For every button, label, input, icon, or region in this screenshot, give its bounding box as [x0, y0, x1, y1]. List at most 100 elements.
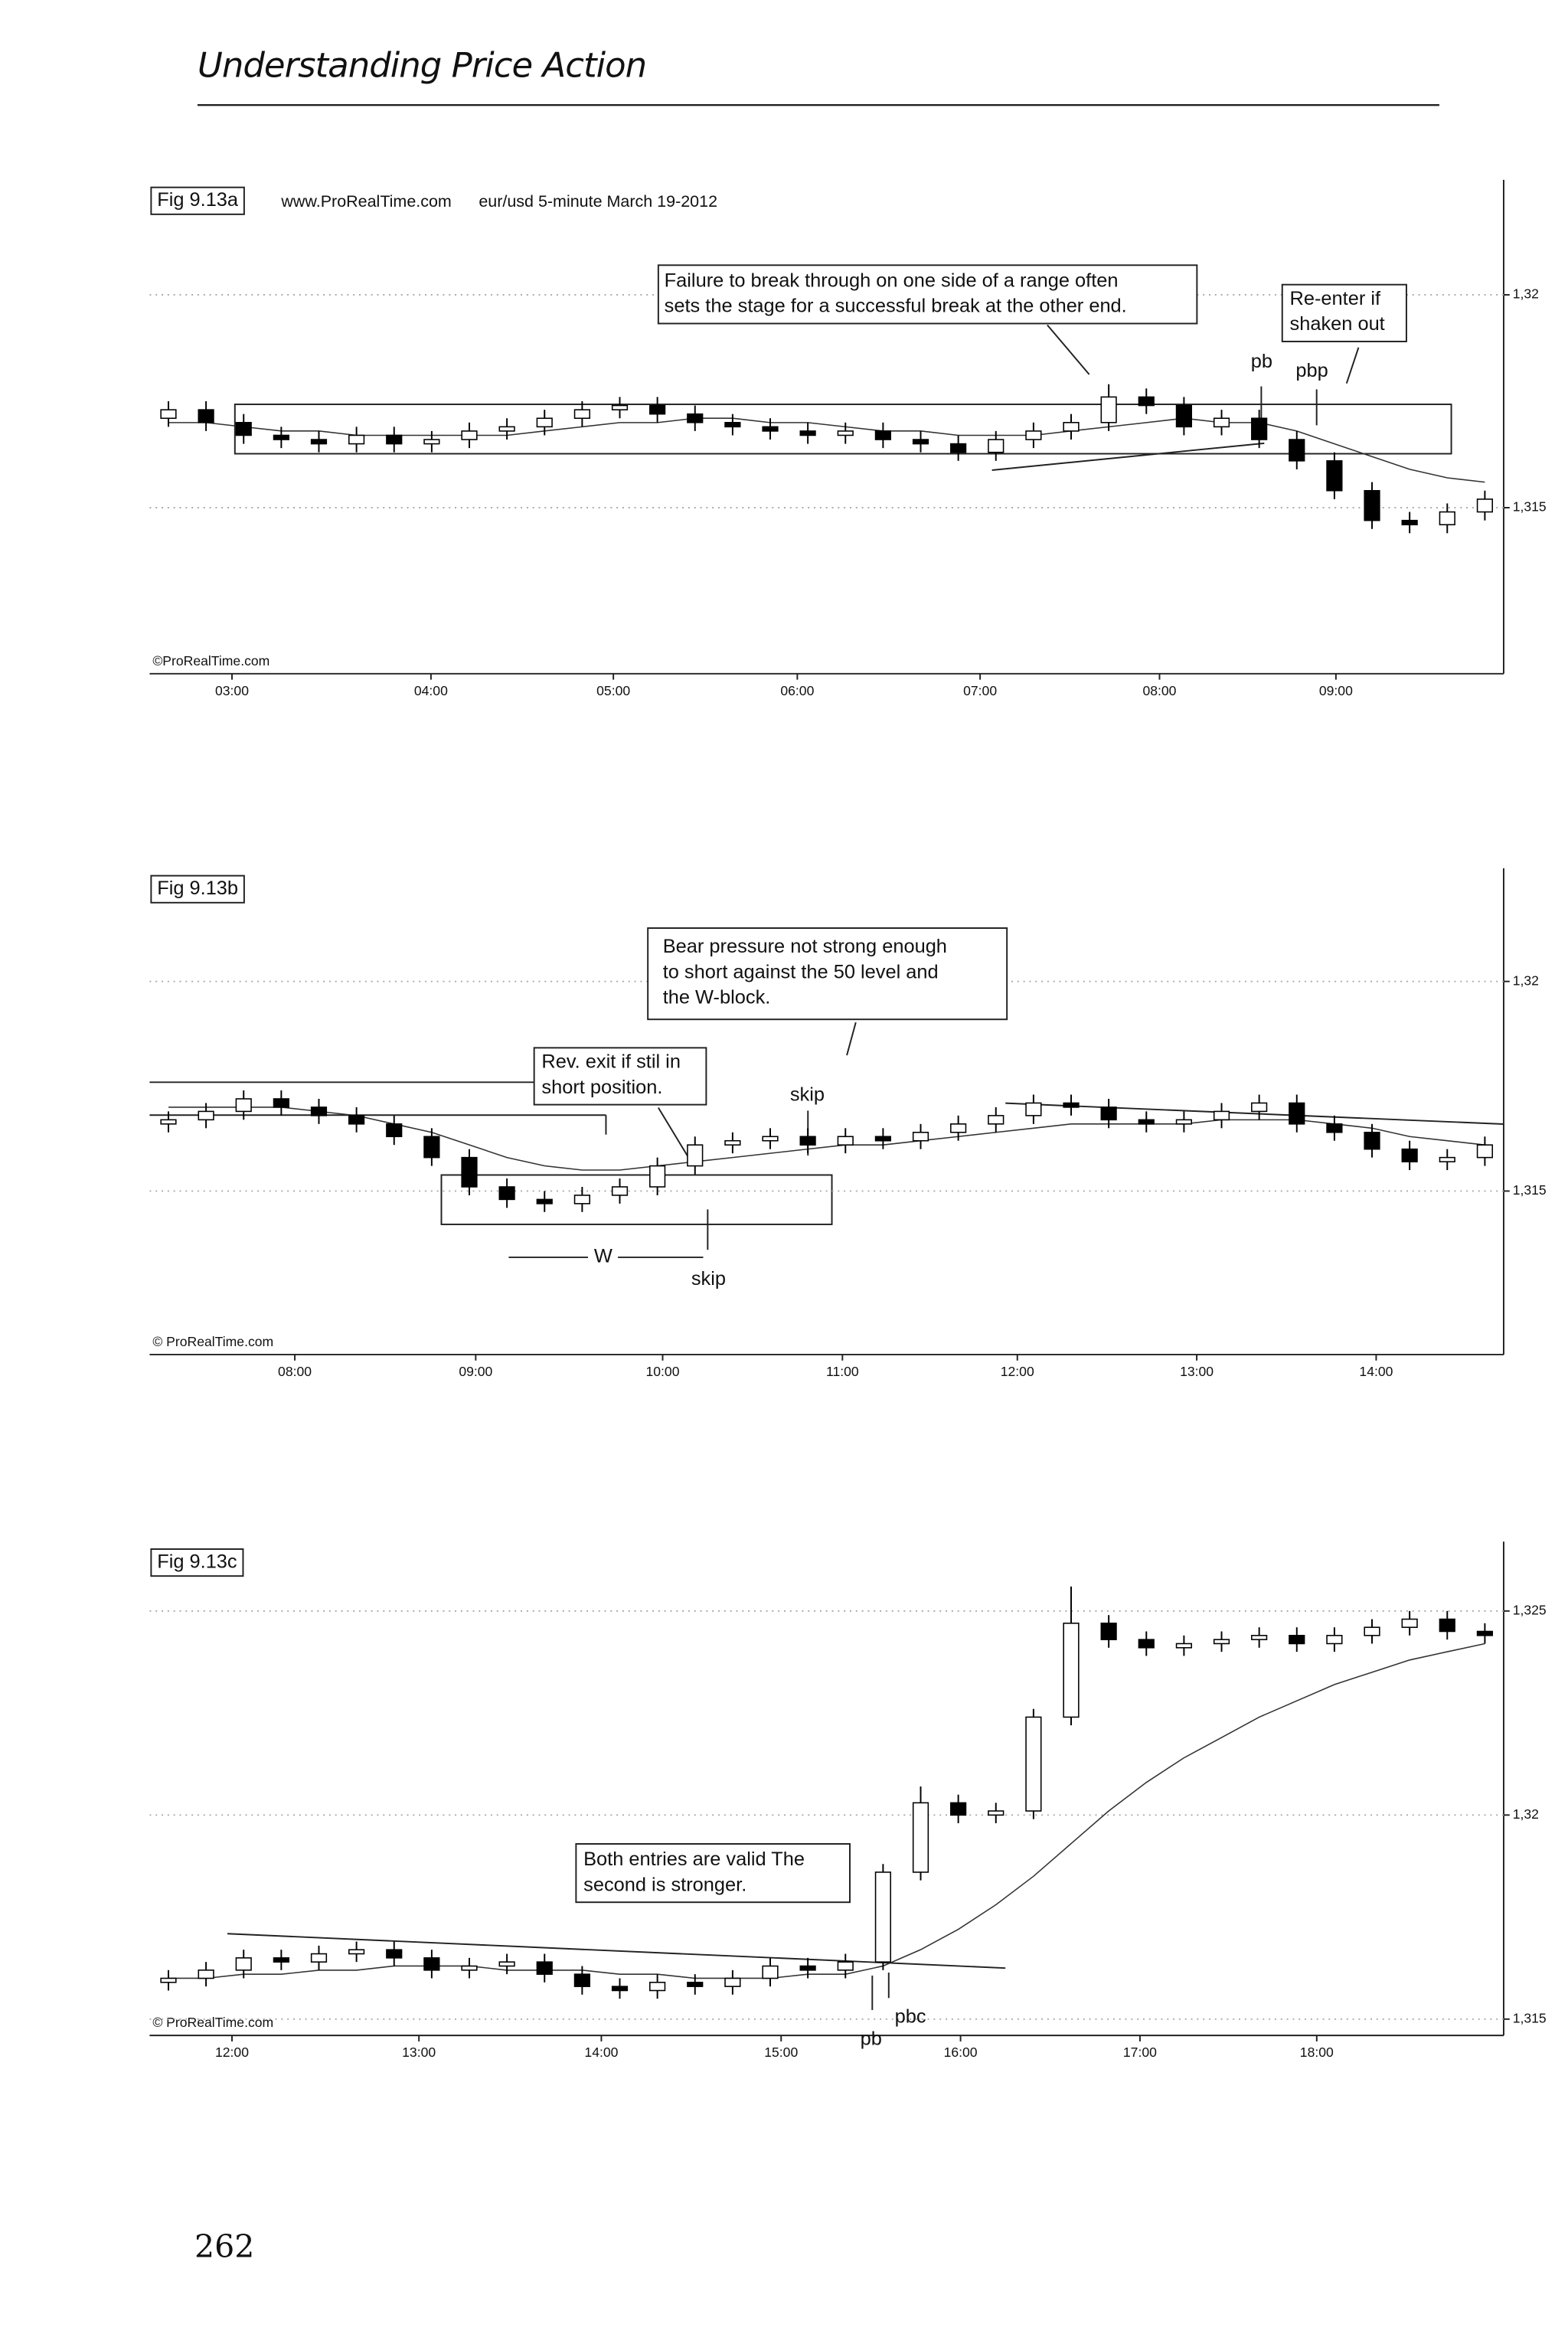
- candle-body: [198, 409, 214, 423]
- x-tick-label: 09:00: [1319, 683, 1353, 698]
- candle-body: [799, 1136, 816, 1146]
- y-tick-label: 1,32: [1513, 972, 1539, 988]
- x-tick-label: 11:00: [826, 1364, 859, 1379]
- candle-body: [1476, 1144, 1494, 1159]
- candle-body: [423, 1957, 440, 1971]
- figure-label-box: [150, 874, 245, 904]
- x-tick-label: 06:00: [780, 683, 814, 698]
- candle-body: [1251, 417, 1268, 440]
- annotation-box: [575, 1843, 851, 1904]
- candle-body: [1326, 1635, 1343, 1645]
- y-tick-label: 1,315: [1513, 2010, 1547, 2025]
- candle-body: [799, 1965, 816, 1971]
- candle-body: [912, 1131, 929, 1142]
- x-tick-label: 14:00: [584, 2045, 618, 2060]
- candle-body: [611, 1186, 629, 1196]
- candle-body: [837, 430, 854, 436]
- watermark: © ProRealTime.com: [152, 1334, 273, 1349]
- candle-body: [762, 1136, 779, 1142]
- candle-body: [1138, 396, 1155, 407]
- candle-body: [1025, 1102, 1042, 1116]
- candle-body: [310, 1106, 328, 1116]
- figure-label-box: [150, 186, 245, 215]
- candle-body: [536, 417, 553, 428]
- x-tick-label: 15:00: [764, 2045, 798, 2060]
- x-tick-label: 08:00: [278, 1364, 312, 1379]
- candle-body: [573, 1973, 590, 1987]
- candle-body: [1063, 422, 1080, 432]
- moving-average: [168, 1643, 1485, 1979]
- candle-body: [198, 1110, 214, 1121]
- y-tick-label: 1,315: [1513, 499, 1547, 515]
- moving-average: [168, 417, 1485, 483]
- watermark: © ProRealTime.com: [152, 2015, 273, 2030]
- annotation-text: Re-enter if: [1290, 288, 1381, 309]
- annotation-text: pbc: [895, 2005, 926, 2027]
- candle-body: [1251, 1102, 1268, 1113]
- candle-body: [1175, 1119, 1193, 1125]
- candle-body: [912, 1802, 929, 1873]
- candle-body: [1100, 396, 1117, 423]
- source: www.ProRealTime.com: [280, 192, 451, 211]
- header-title: Understanding Price Action: [198, 44, 646, 85]
- x-tick-label: 17:00: [1123, 2045, 1157, 2060]
- drawn-lines-a: [234, 324, 1452, 471]
- candle-body: [1251, 1635, 1268, 1640]
- annotation-text: sets the stage for a successful break at…: [665, 296, 1127, 317]
- x-tick-label: 10:00: [646, 1364, 680, 1379]
- candle-body: [950, 1802, 967, 1816]
- candle-body: [1100, 1106, 1117, 1121]
- candle-body: [687, 1982, 704, 1987]
- candle-body: [762, 426, 779, 432]
- candle-body: [386, 1123, 403, 1138]
- candle-body: [498, 426, 515, 432]
- drawn-lines-b: [149, 1022, 1504, 1258]
- candle-body: [386, 1949, 403, 1959]
- candle-body: [611, 1986, 629, 1992]
- candle-body: [1213, 417, 1230, 428]
- candle-body: [1364, 1626, 1380, 1636]
- figure-label: Fig 9.13c: [157, 1551, 237, 1572]
- candle-body: [837, 1136, 854, 1146]
- candle-body: [950, 443, 967, 453]
- candle-body: [724, 1977, 741, 1987]
- y-tick-label: 1,32: [1513, 286, 1539, 302]
- candle-body: [235, 1098, 252, 1113]
- candle-body: [1326, 460, 1343, 492]
- y-tick-label: 1,315: [1513, 1182, 1547, 1198]
- annotation-text: pb: [1251, 351, 1272, 372]
- candle-body: [1476, 1630, 1494, 1636]
- candle-body: [1439, 511, 1455, 526]
- y-tick-label: 1,325: [1513, 1602, 1547, 1617]
- candle-body: [649, 404, 666, 415]
- candle-body: [461, 1965, 478, 1971]
- candle-body: [198, 1969, 214, 1979]
- candle-body: [1401, 1618, 1418, 1628]
- candle-body: [988, 439, 1004, 453]
- candle-body: [1213, 1639, 1230, 1645]
- candle-body: [1138, 1119, 1155, 1125]
- candle-body: [160, 1977, 177, 1983]
- candle-body: [348, 434, 365, 445]
- annotation-text: to short against the 50 level and: [663, 961, 939, 982]
- annotation-text: shaken out: [1290, 313, 1385, 335]
- candle-body: [461, 1156, 478, 1188]
- candle-body: [310, 1953, 328, 1963]
- annotation-text: second is stronger.: [583, 1874, 746, 1895]
- candle-body: [235, 1957, 252, 1971]
- annotation-text: Rev. exit if stil in: [541, 1051, 681, 1073]
- annotation-text: skip: [790, 1084, 825, 1106]
- figure-label: Fig 9.13b: [157, 878, 238, 899]
- y-tick-label: 1,32: [1513, 1806, 1539, 1822]
- chart: Fig 9.13c © ProRealTime.com 1,325 1,32 1,315…: [149, 1541, 1547, 2060]
- candle-body: [649, 1165, 666, 1188]
- candle-body: [1213, 1110, 1230, 1121]
- candle-body: [724, 422, 741, 428]
- x-tick-label: 05:00: [596, 683, 630, 698]
- candle-body: [950, 1123, 967, 1133]
- candle-body: [1326, 1123, 1343, 1133]
- candle-body: [1289, 1102, 1305, 1125]
- candle-body: [837, 1961, 854, 1971]
- candle-body: [874, 430, 891, 440]
